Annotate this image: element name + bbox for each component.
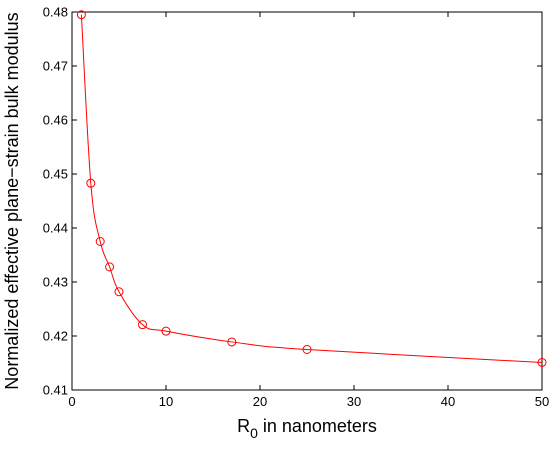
y-tick-label: 0.41: [43, 383, 68, 398]
x-tick-label: 40: [441, 394, 455, 409]
data-point-marker: [161, 326, 171, 336]
x-tick-label: 0: [68, 394, 75, 409]
y-tick-label: 0.45: [43, 167, 68, 182]
data-point-marker: [114, 287, 124, 297]
x-axis-ticks: 0 10 20 30 40 50: [68, 12, 549, 409]
x-axis-title-rest: in nanometers: [258, 416, 377, 436]
data-point-marker: [138, 320, 147, 330]
y-tick-label: 0.48: [43, 5, 68, 20]
y-tick-label: 0.47: [43, 59, 68, 74]
x-tick-label: 20: [253, 394, 267, 409]
y-tick-label: 0.43: [43, 275, 68, 290]
plot-box: [71, 11, 543, 391]
data-point-marker: [95, 237, 105, 246]
series-line: [80, 14, 543, 363]
data-point-marker: [302, 345, 312, 354]
data-point-marker: [105, 262, 115, 272]
plot-frame: [71, 11, 543, 391]
y-tick-label: 0.44: [43, 221, 68, 236]
y-axis-ticks: 0.41 0.42 0.43 0.44 0.45 0.46 0.47 0.48: [43, 5, 542, 398]
data-point-marker: [227, 337, 237, 347]
x-tick-label: 50: [535, 394, 549, 409]
x-axis-title-main: R: [237, 416, 250, 436]
x-axis-title: R0 in nanometers: [237, 416, 377, 441]
data-point-marker: [537, 357, 547, 367]
y-tick-label: 0.42: [43, 329, 68, 344]
data-point-marker: [76, 10, 86, 20]
y-axis-title: Normalized effective plane−strain bulk m…: [2, 12, 22, 389]
data-point-marker: [86, 178, 96, 188]
x-tick-label: 10: [159, 394, 173, 409]
x-tick-label: 30: [347, 394, 361, 409]
y-tick-label: 0.46: [43, 113, 68, 128]
series-layer: [76, 10, 547, 367]
x-axis-title-subscript: 0: [250, 425, 258, 441]
